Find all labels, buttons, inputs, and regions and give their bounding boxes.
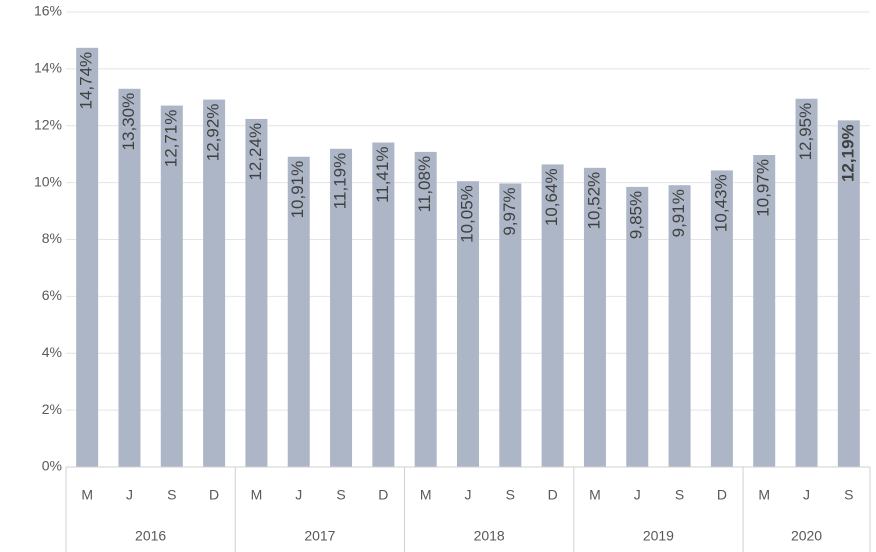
bar bbox=[795, 98, 818, 467]
group-label: 2020 bbox=[791, 528, 822, 544]
x-tick-label: M bbox=[758, 487, 770, 503]
group-label: 2018 bbox=[474, 528, 505, 544]
x-tick-label: M bbox=[251, 487, 263, 503]
value-label: 10,91% bbox=[288, 161, 307, 219]
y-tick-label: 16% bbox=[34, 3, 62, 19]
x-tick-label: J bbox=[634, 487, 641, 503]
group-label: 2017 bbox=[304, 528, 335, 544]
value-label: 10,52% bbox=[584, 172, 603, 230]
x-tick-label: J bbox=[126, 487, 133, 503]
value-label: 9,91% bbox=[669, 189, 688, 237]
x-tick-label: D bbox=[378, 487, 388, 503]
value-label: 10,97% bbox=[754, 159, 773, 217]
y-tick-label: 6% bbox=[42, 287, 62, 303]
x-tick-label: S bbox=[844, 487, 853, 503]
bar bbox=[245, 118, 268, 468]
y-tick-label: 2% bbox=[42, 401, 62, 417]
value-label: 12,95% bbox=[796, 103, 815, 161]
bar bbox=[76, 47, 99, 468]
bar bbox=[668, 185, 691, 467]
value-label: 10,43% bbox=[711, 174, 730, 232]
bar bbox=[456, 181, 480, 467]
value-label: 10,64% bbox=[542, 168, 561, 226]
x-tick-label: J bbox=[465, 487, 472, 503]
value-label: 13,30% bbox=[119, 93, 138, 151]
bar bbox=[203, 99, 226, 468]
bar bbox=[541, 164, 564, 468]
y-tick-label: 14% bbox=[34, 60, 62, 76]
x-tick-label: D bbox=[548, 487, 558, 503]
value-label: 11,19% bbox=[331, 153, 350, 209]
x-tick-label: J bbox=[803, 487, 810, 503]
bar bbox=[287, 156, 310, 467]
value-label: 12,24% bbox=[246, 123, 265, 181]
value-label: 12,92% bbox=[204, 104, 223, 162]
y-tick-label: 8% bbox=[42, 230, 62, 246]
group-label: 2016 bbox=[135, 528, 166, 544]
x-tick-label: S bbox=[675, 487, 684, 503]
bar bbox=[330, 148, 353, 468]
value-label: 14,74% bbox=[77, 52, 96, 110]
y-tick-label: 10% bbox=[34, 173, 62, 189]
x-tick-label: S bbox=[167, 487, 176, 503]
x-tick-label: D bbox=[717, 487, 727, 503]
value-label: 10,05% bbox=[457, 185, 476, 243]
bar bbox=[583, 167, 606, 467]
bar bbox=[118, 88, 141, 467]
x-tick-label: D bbox=[209, 487, 219, 503]
bar bbox=[753, 155, 776, 467]
value-label: 11,08% bbox=[415, 156, 434, 212]
value-label: 9,97% bbox=[500, 187, 519, 235]
y-tick-label: 12% bbox=[34, 116, 62, 132]
value-label: 12,19% bbox=[838, 124, 857, 182]
bar bbox=[160, 105, 183, 467]
x-tick-label: M bbox=[81, 487, 93, 503]
y-tick-label: 4% bbox=[42, 344, 62, 360]
bar bbox=[372, 142, 395, 467]
x-tick-label: M bbox=[420, 487, 432, 503]
bar bbox=[414, 151, 437, 467]
bar bbox=[837, 120, 860, 468]
bar bbox=[626, 186, 649, 467]
value-label: 12,71% bbox=[161, 110, 180, 168]
x-tick-label: S bbox=[336, 487, 345, 503]
x-tick-label: J bbox=[295, 487, 302, 503]
value-label: 11,41% bbox=[373, 147, 392, 203]
bar bbox=[710, 170, 733, 467]
group-label: 2019 bbox=[643, 528, 674, 544]
value-label: 9,85% bbox=[627, 191, 646, 239]
x-tick-label: S bbox=[506, 487, 515, 503]
x-tick-label: M bbox=[589, 487, 601, 503]
y-tick-label: 0% bbox=[42, 458, 62, 474]
bar bbox=[499, 183, 522, 467]
